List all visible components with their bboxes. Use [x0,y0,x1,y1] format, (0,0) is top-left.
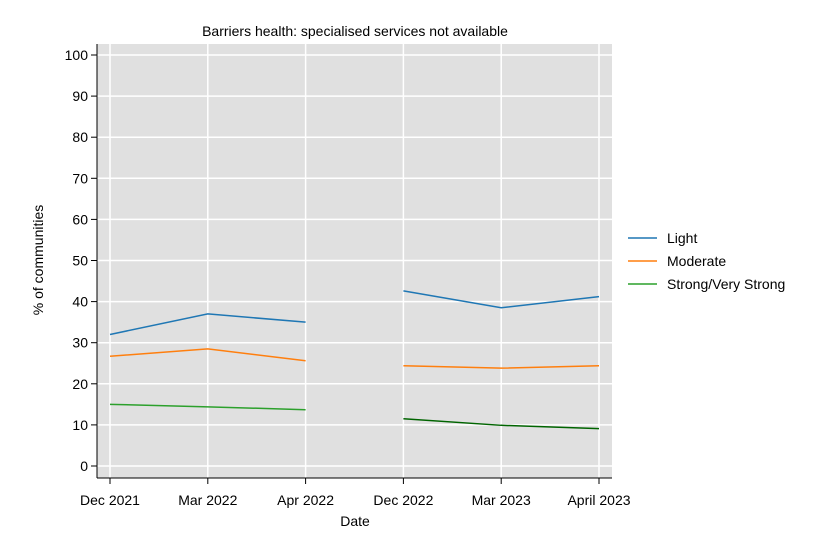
legend: Light Moderate Strong/Very Strong [628,230,785,292]
series-line-moderate [403,364,600,369]
x-tick-label: Dec 2022 [373,492,433,508]
y-tick-label: 10 [72,417,88,433]
legend-label: Moderate [667,253,726,269]
x-tick-label: Mar 2022 [178,492,237,508]
x-tick-label: Apr 2022 [277,492,334,508]
y-tick-label: 50 [72,253,88,269]
series-line-moderate [109,348,306,362]
y-tick-label: 40 [72,294,88,310]
y-axis-title: % of communities [30,205,46,315]
gridlines [97,44,612,478]
y-tick-label: 60 [72,211,88,227]
legend-label: Strong/Very Strong [667,276,785,292]
y-tick-label: 70 [72,170,88,186]
x-tick-label: Dec 2021 [80,492,140,508]
x-axis-ticks: Dec 2021 Mar 2022 Apr 2022 Dec 2022 Mar 2023… [80,478,631,508]
y-axis-ticks: 0 10 20 30 40 50 60 70 80 90 100 [65,47,97,474]
series-line-light [109,313,306,336]
x-tick-label: Mar 2023 [472,492,531,508]
chart-title: Barriers health: specialised services no… [202,23,508,39]
y-tick-label: 100 [65,47,89,63]
y-tick-label: 90 [72,88,88,104]
y-tick-label: 80 [72,129,88,145]
series-lines [109,290,600,430]
series-line-light [403,290,600,309]
x-tick-label: April 2023 [567,492,630,508]
y-tick-label: 0 [80,458,88,474]
series-line-strong-very-strong [109,403,306,411]
series-line-strong-very-strong [403,417,600,430]
y-tick-label: 20 [72,376,88,392]
legend-label: Light [667,230,697,246]
x-axis-title: Date [340,513,370,529]
y-tick-label: 30 [72,335,88,351]
